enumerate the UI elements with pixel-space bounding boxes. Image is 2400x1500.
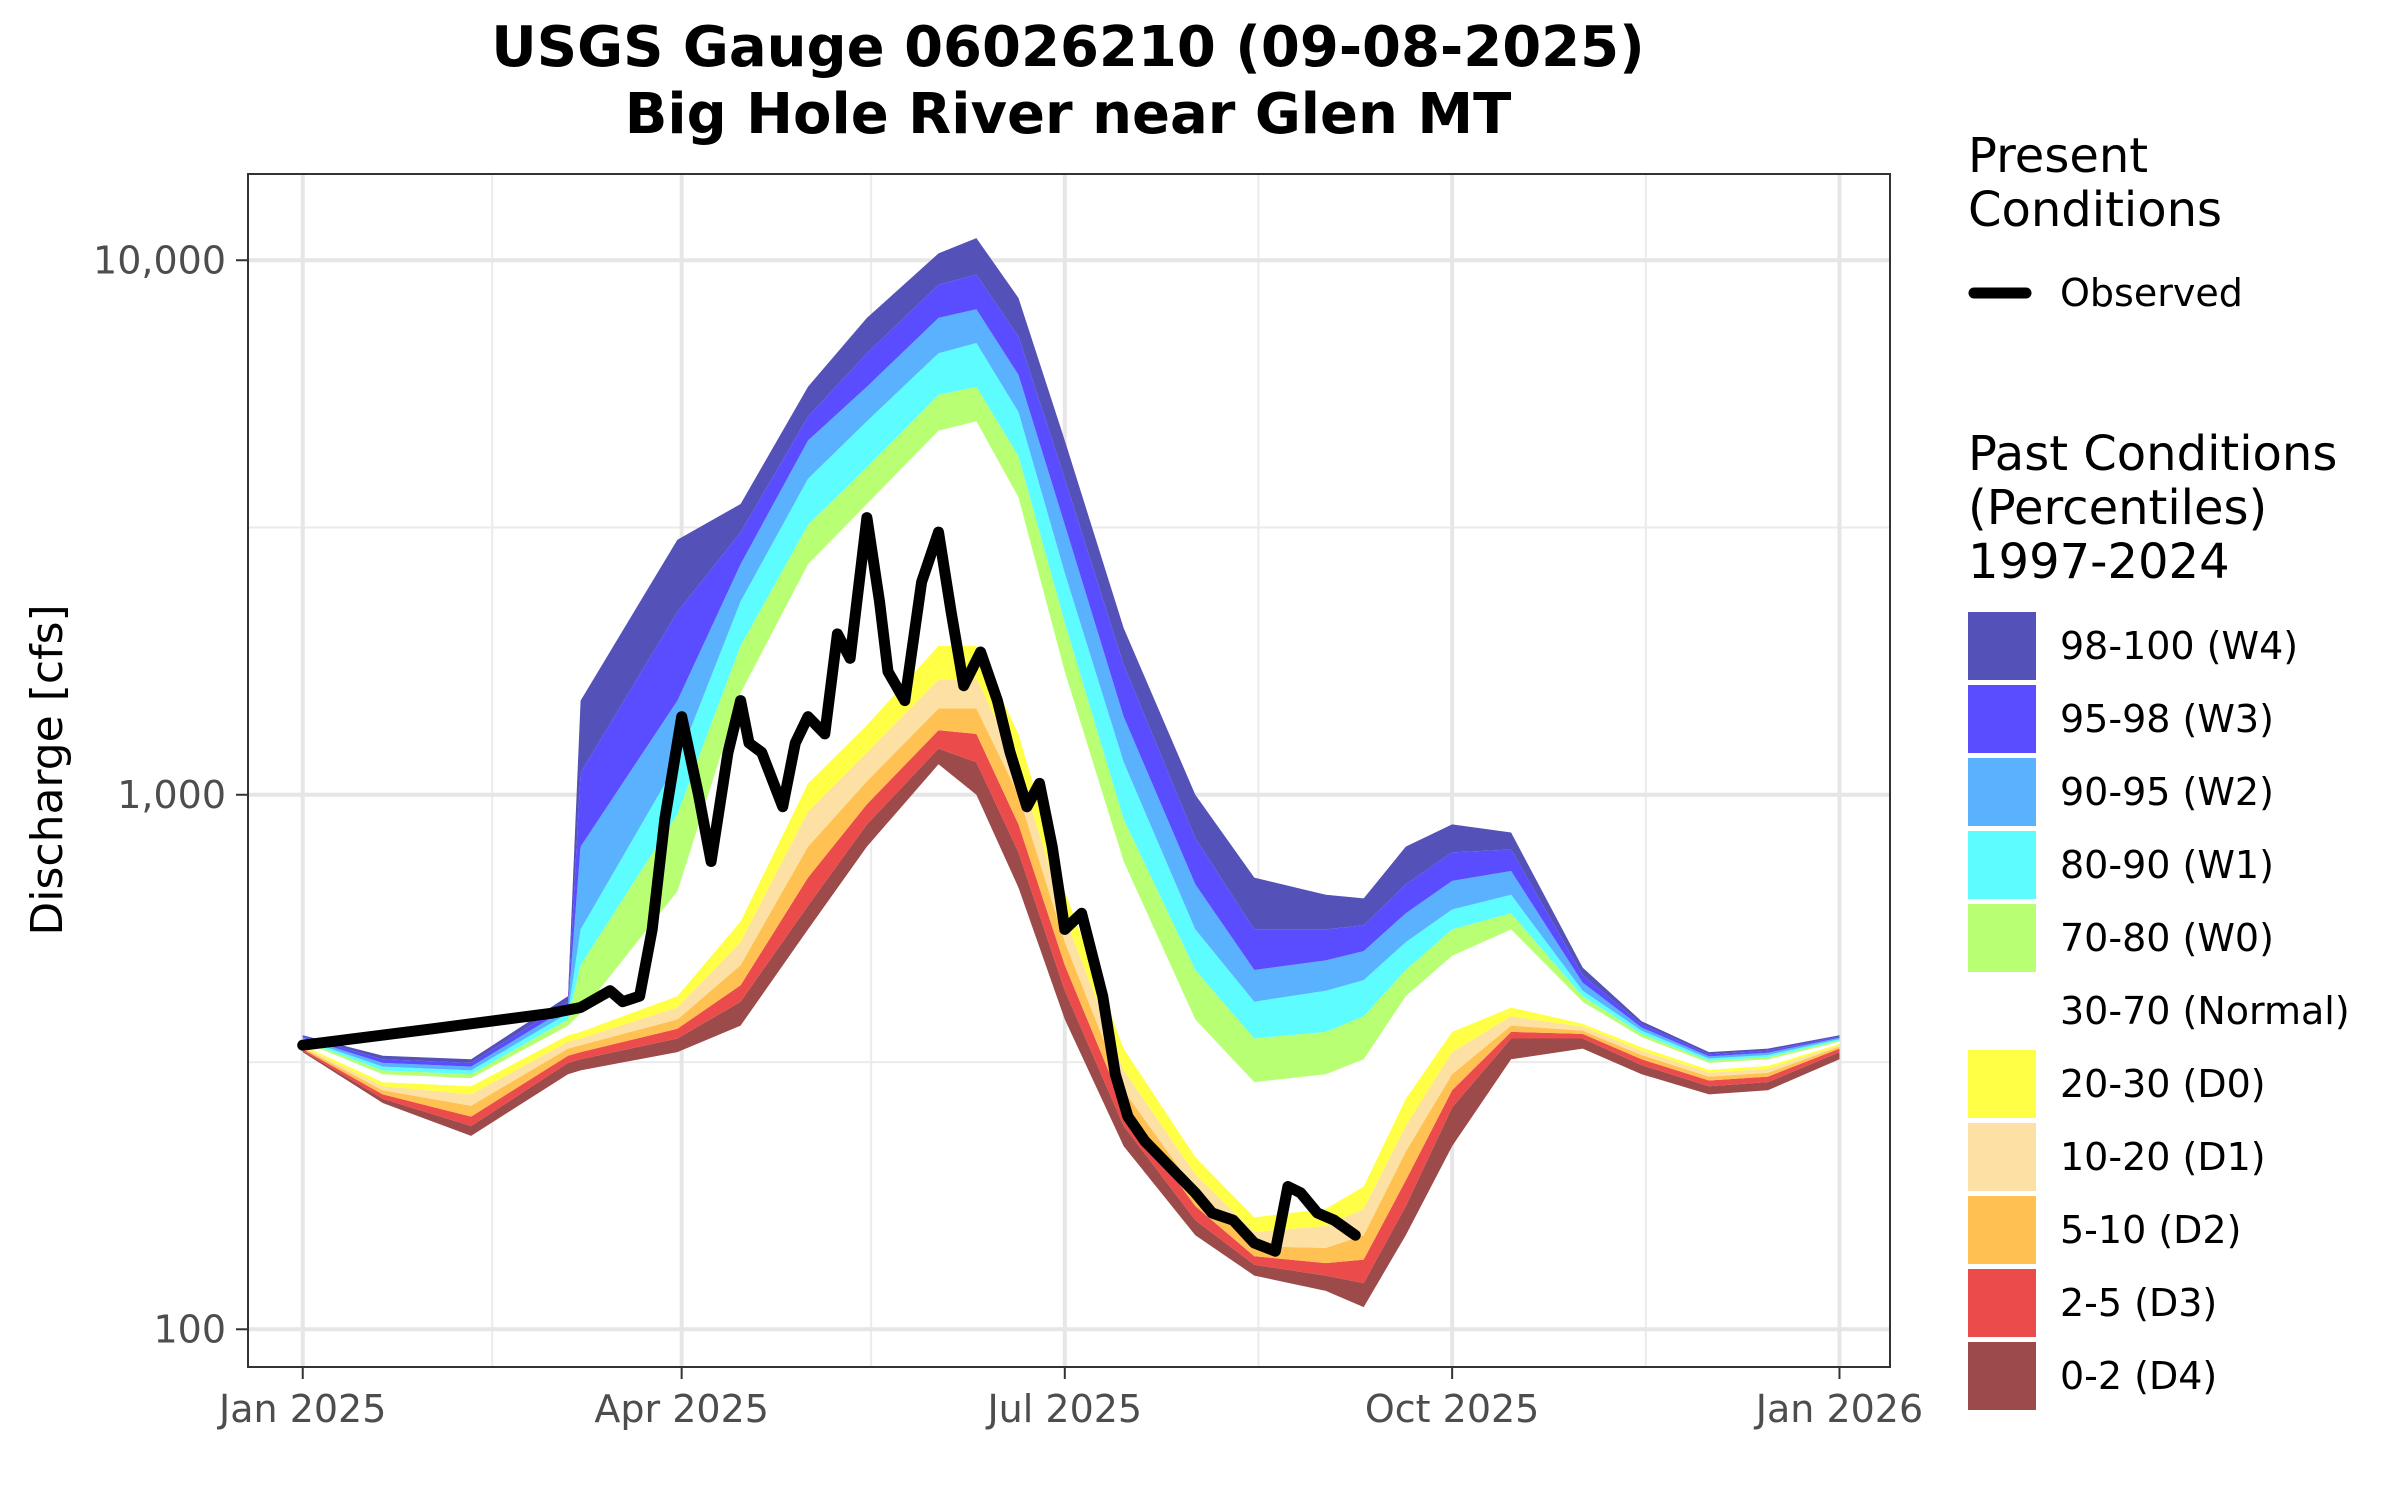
axis-ticks: 100 1,000 10,000 Jan 2025 Apr 2025 Jul 2025 Oc… [93,238,1923,1431]
legend-past-title: 1997-2024 [1968,534,2230,590]
y-axis-title: Discharge [cfs] [22,604,73,935]
legend-class-label: 0-2 (D4) [2060,1354,2217,1398]
observed-line [297,512,1361,1257]
legend-key [1968,1123,2036,1191]
legend-key [1968,1342,2036,1410]
legend-class-label: 80-90 (W1) [2060,843,2274,887]
legend-class-label: 30-70 (Normal) [2060,989,2350,1033]
legend-class-label: 98-100 (W4) [2060,624,2298,668]
observed-series [297,512,1361,1257]
band-30-70-normal [302,421,1840,1218]
x-tick-label: Apr 2025 [594,1387,769,1431]
legend-key [1968,904,2036,972]
legend-key [1968,1269,2036,1337]
legend-key [1968,685,2036,753]
legend-key [1968,612,2036,680]
band-0-2-d4 [302,748,1840,1308]
legend-present-title: Present [1968,128,2148,184]
percentile-bands [302,238,1840,1308]
y-tick-label: 1,000 [117,773,226,817]
legend-present-title: Conditions [1968,182,2222,238]
legend-class-label: 95-98 (W3) [2060,697,2274,741]
legend-class-label: 70-80 (W0) [2060,916,2274,960]
chart-title: USGS Gauge 06026210 (09-08-2025) [491,15,1644,80]
legend-class-label: 10-20 (D1) [2060,1135,2266,1179]
band-95-98-w3 [302,274,1840,1067]
x-tick-label: Oct 2025 [1365,1387,1540,1431]
x-tick-label: Jul 2025 [985,1387,1142,1431]
y-tick-label: 100 [153,1307,226,1351]
legend-class-label: 5-10 (D2) [2060,1208,2241,1252]
legend-key [1968,977,2036,1045]
legend-class-label: 20-30 (D0) [2060,1062,2266,1106]
legend-past-title: (Percentiles) [1968,480,2267,536]
x-tick-label: Jan 2026 [1754,1387,1923,1431]
legend-observed-label: Observed [2060,271,2243,315]
plot-border [247,173,1891,1368]
legend-class-label: 90-95 (W2) [2060,770,2274,814]
x-tick-label: Jan 2025 [217,1387,386,1431]
legend-key [1968,1050,2036,1118]
legend-key [1968,831,2036,899]
legend-class-label: 2-5 (D3) [2060,1281,2217,1325]
chart-subtitle: Big Hole River near Glen MT [625,82,1512,147]
legend-past-title: Past Conditions [1968,426,2337,482]
y-tick-label: 10,000 [93,238,226,282]
legend-key [1968,1196,2036,1264]
legend-key [1968,758,2036,826]
